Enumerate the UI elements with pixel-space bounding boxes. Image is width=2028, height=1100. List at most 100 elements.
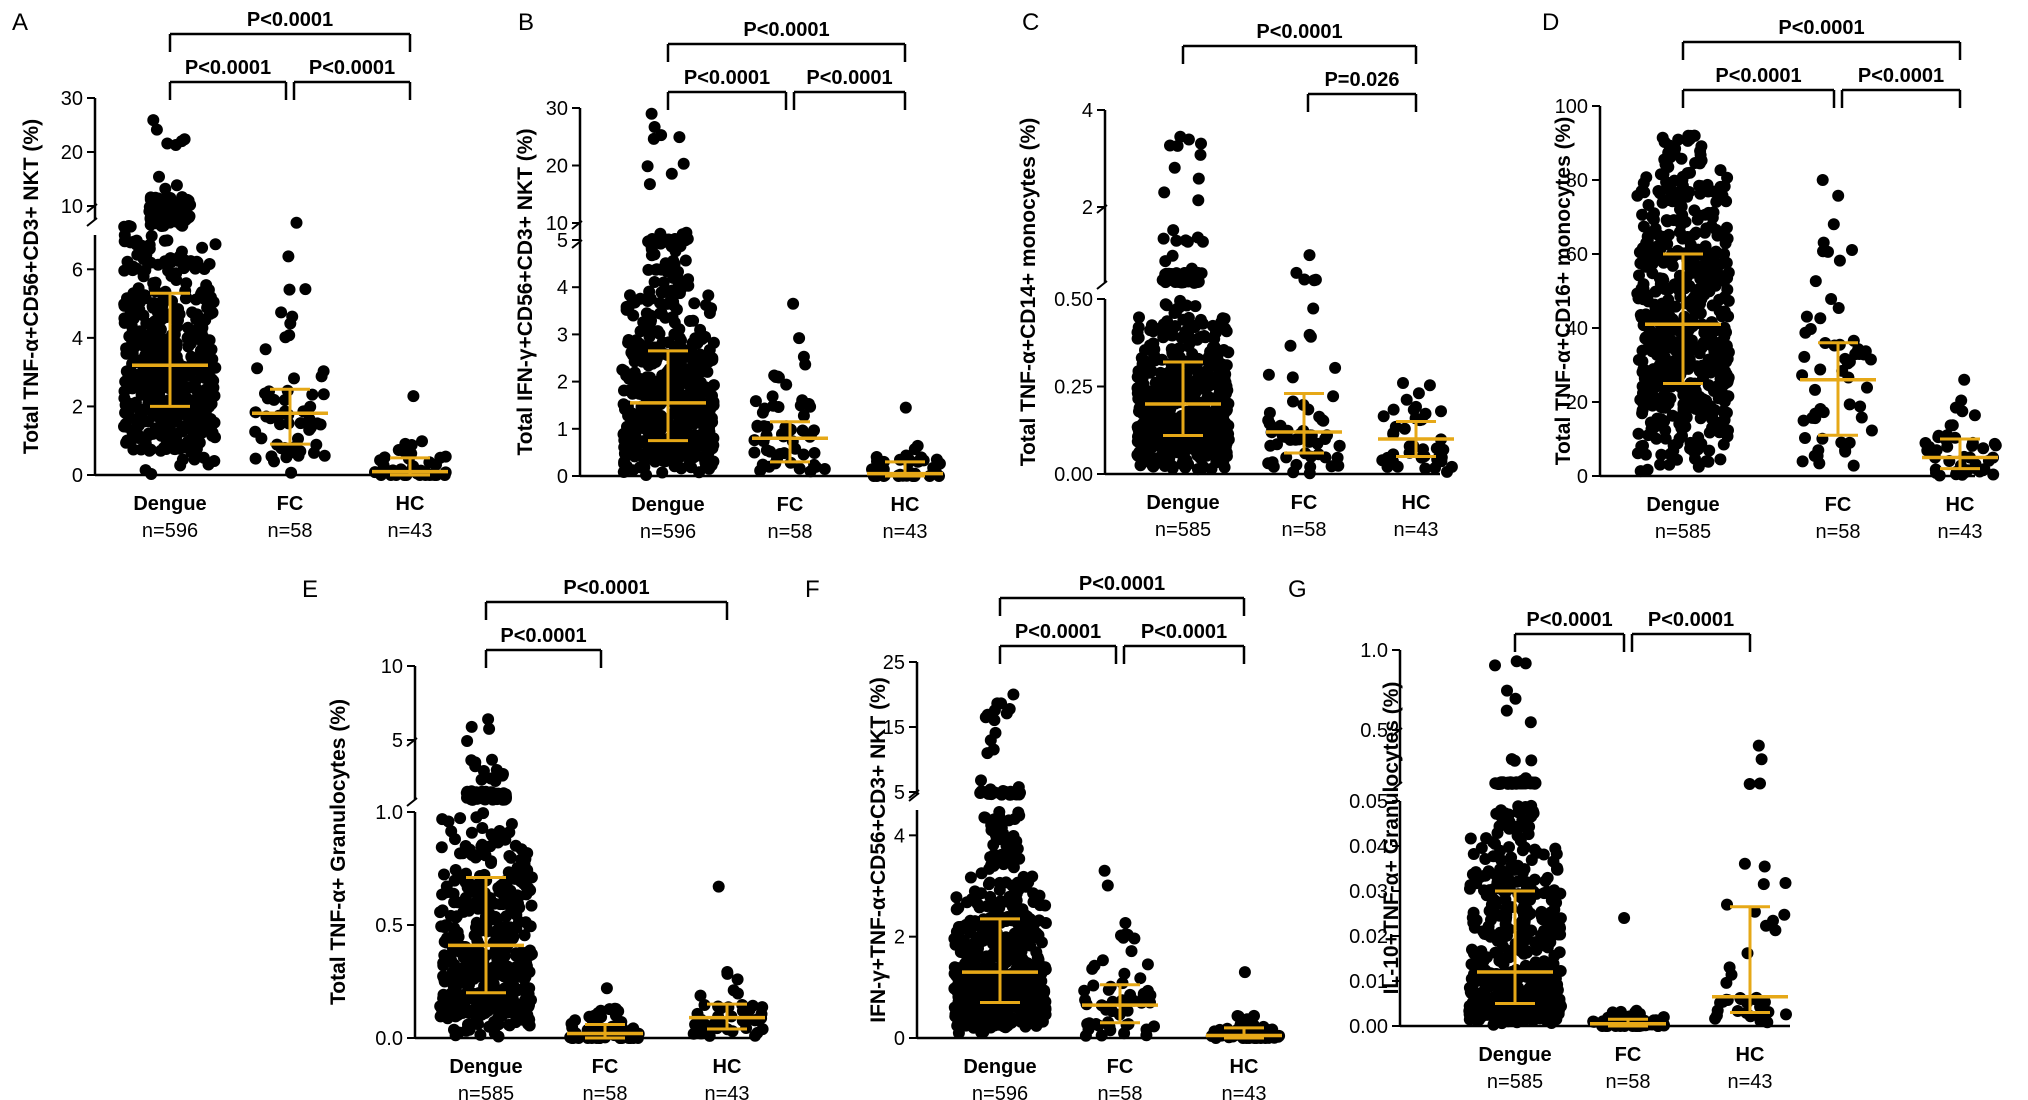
- data-point: [997, 827, 1010, 840]
- data-point: [1545, 973, 1558, 986]
- data-point: [750, 1013, 763, 1026]
- data-point: [984, 890, 997, 903]
- data-point: [470, 916, 483, 929]
- data-point: [1827, 218, 1840, 231]
- data-point: [161, 234, 174, 247]
- y-tick-label: 10: [61, 196, 83, 218]
- data-point: [1475, 842, 1488, 854]
- data-point: [204, 291, 217, 304]
- data-point: [697, 1027, 709, 1040]
- data-point: [128, 333, 141, 346]
- data-point: [1201, 392, 1213, 405]
- data-point: [993, 876, 1006, 889]
- comparison-bracket: P<0.0001: [998, 621, 1118, 664]
- data-point: [1124, 988, 1137, 1001]
- panel-g: G0.000.010.020.030.040.050.51.0IL-10+TNF…: [1288, 576, 1792, 1093]
- data-point: [1666, 259, 1679, 272]
- y-tick-label: 20: [1566, 392, 1588, 414]
- data-point: [1206, 319, 1219, 332]
- data-point: [1002, 990, 1015, 1003]
- data-point: [1930, 444, 1943, 457]
- data-point: [474, 1028, 487, 1041]
- data-point: [1683, 133, 1696, 146]
- data-point: [748, 446, 761, 459]
- data-point: [1429, 462, 1441, 474]
- category-label: Dengue: [631, 494, 704, 516]
- data-point: [1035, 936, 1048, 949]
- comparison-bracket: P<0.0001: [1681, 65, 1836, 108]
- n-label: n=58: [1097, 1083, 1142, 1100]
- data-point: [1464, 879, 1477, 892]
- y-tick-label: 60: [1566, 244, 1588, 266]
- data-point: [1290, 266, 1303, 279]
- data-point: [685, 461, 698, 474]
- y-axis-label: Total TNF-α+CD56+CD3+ NKT (%): [20, 119, 43, 454]
- data-point: [760, 444, 773, 457]
- axis-break-mark: [406, 797, 418, 807]
- data-point: [188, 379, 200, 392]
- data-point: [1721, 352, 1734, 365]
- data-point: [156, 381, 169, 394]
- y-tick-label: 30: [546, 98, 568, 120]
- data-point: [486, 753, 498, 766]
- y-tick-label: 0.25: [1054, 377, 1093, 399]
- data-point: [1214, 411, 1227, 424]
- data-point: [318, 449, 331, 462]
- data-point: [712, 880, 725, 893]
- panel-letter: F: [805, 576, 820, 603]
- y-tick-label: 4: [557, 277, 568, 299]
- data-point: [808, 447, 821, 459]
- data-point: [525, 899, 538, 912]
- data-point: [1144, 324, 1157, 337]
- category-label: Dengue: [1646, 494, 1719, 516]
- data-point: [1284, 339, 1297, 352]
- data-point: [1200, 354, 1213, 367]
- data-point: [1634, 257, 1647, 270]
- n-label: n=43: [1393, 519, 1438, 541]
- data-point: [1843, 398, 1856, 411]
- data-point: [144, 443, 157, 456]
- data-point: [1151, 391, 1164, 404]
- data-point: [150, 123, 163, 136]
- n-label: n=585: [1655, 521, 1711, 543]
- data-point: [1505, 753, 1518, 766]
- data-point: [767, 399, 780, 412]
- y-tick-label: 30: [61, 88, 83, 110]
- data-point: [1722, 294, 1735, 307]
- data-point: [983, 862, 996, 875]
- data-point: [642, 263, 655, 276]
- data-point: [1286, 371, 1299, 384]
- y-tick-label: 6: [72, 259, 83, 281]
- data-point: [1799, 326, 1812, 339]
- data-point: [1007, 688, 1020, 701]
- data-point: [208, 455, 221, 467]
- data-point: [686, 337, 699, 349]
- data-point: [190, 313, 203, 326]
- data-point: [1016, 903, 1029, 916]
- data-point: [1832, 189, 1845, 202]
- data-point: [1640, 171, 1653, 184]
- data-point: [1192, 172, 1205, 185]
- data-point: [1693, 365, 1706, 378]
- data-point: [454, 847, 466, 860]
- data-point: [1387, 428, 1400, 441]
- data-point: [647, 132, 660, 145]
- data-point: [1012, 781, 1025, 794]
- data-point: [464, 966, 477, 979]
- data-point: [1647, 363, 1660, 376]
- dot-group-dengue: [434, 713, 538, 1043]
- data-point: [1144, 456, 1157, 469]
- data-point: [1661, 303, 1674, 316]
- data-point: [1966, 439, 1979, 452]
- data-point: [1639, 448, 1652, 461]
- data-point: [661, 297, 674, 310]
- data-point: [151, 306, 164, 319]
- data-point: [124, 220, 137, 233]
- y-tick-label: 0.01: [1349, 971, 1388, 993]
- data-point: [1083, 1017, 1096, 1030]
- data-point: [452, 1008, 465, 1021]
- data-point: [1194, 148, 1207, 161]
- y-tick-label: 20: [546, 156, 568, 178]
- data-point: [1197, 366, 1210, 379]
- data-point: [1287, 395, 1299, 408]
